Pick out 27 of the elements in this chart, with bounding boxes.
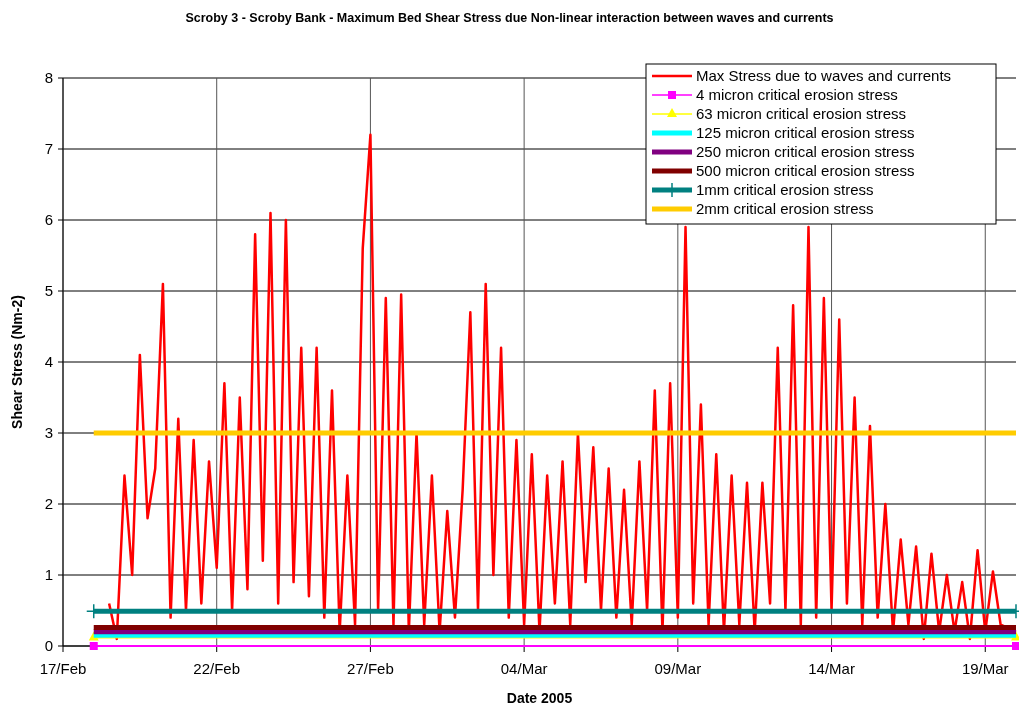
y-tick-label: 5 [44,282,53,300]
x-axis-title: Date 2005 [506,690,573,706]
legend-label: 63 micron critical erosion stress [696,105,907,123]
y-tick-label: 3 [44,424,53,442]
x-tick-label: 19/Mar [961,660,1009,677]
legend-label: Max Stress due to waves and currents [696,67,952,85]
x-tick-label: 04/Mar [500,660,548,677]
legend-label: 4 micron critical erosion stress [696,86,898,104]
y-tick-label: 8 [44,69,53,87]
y-tick-label: 4 [44,353,53,371]
y-tick-label: 0 [44,637,53,655]
legend-label: 500 micron critical erosion stress [696,162,915,180]
x-tick-label: 22/Feb [193,660,241,677]
x-tick-label: 14/Mar [808,660,855,677]
y-tick-label: 2 [44,495,53,513]
legend-label: 1mm critical erosion stress [696,181,874,199]
x-tick-label: 17/Feb [39,660,87,677]
legend-label: 250 micron critical erosion stress [696,143,915,161]
y-tick-label: 7 [44,140,53,158]
legend-label: 125 micron critical erosion stress [696,124,915,142]
y-axis-title: Shear Stress (Nm-2) [9,295,25,429]
y-tick-label: 1 [44,566,53,584]
x-tick-label: 09/Mar [654,660,702,677]
x-tick-label: 27/Feb [347,660,394,677]
chart-title: Scroby 3 - Scroby Bank - Maximum Bed Shear Stress due Non-linear interaction between waves and currents [185,11,834,25]
y-tick-label: 6 [44,211,53,229]
legend-label: 2mm critical erosion stress [696,200,874,218]
